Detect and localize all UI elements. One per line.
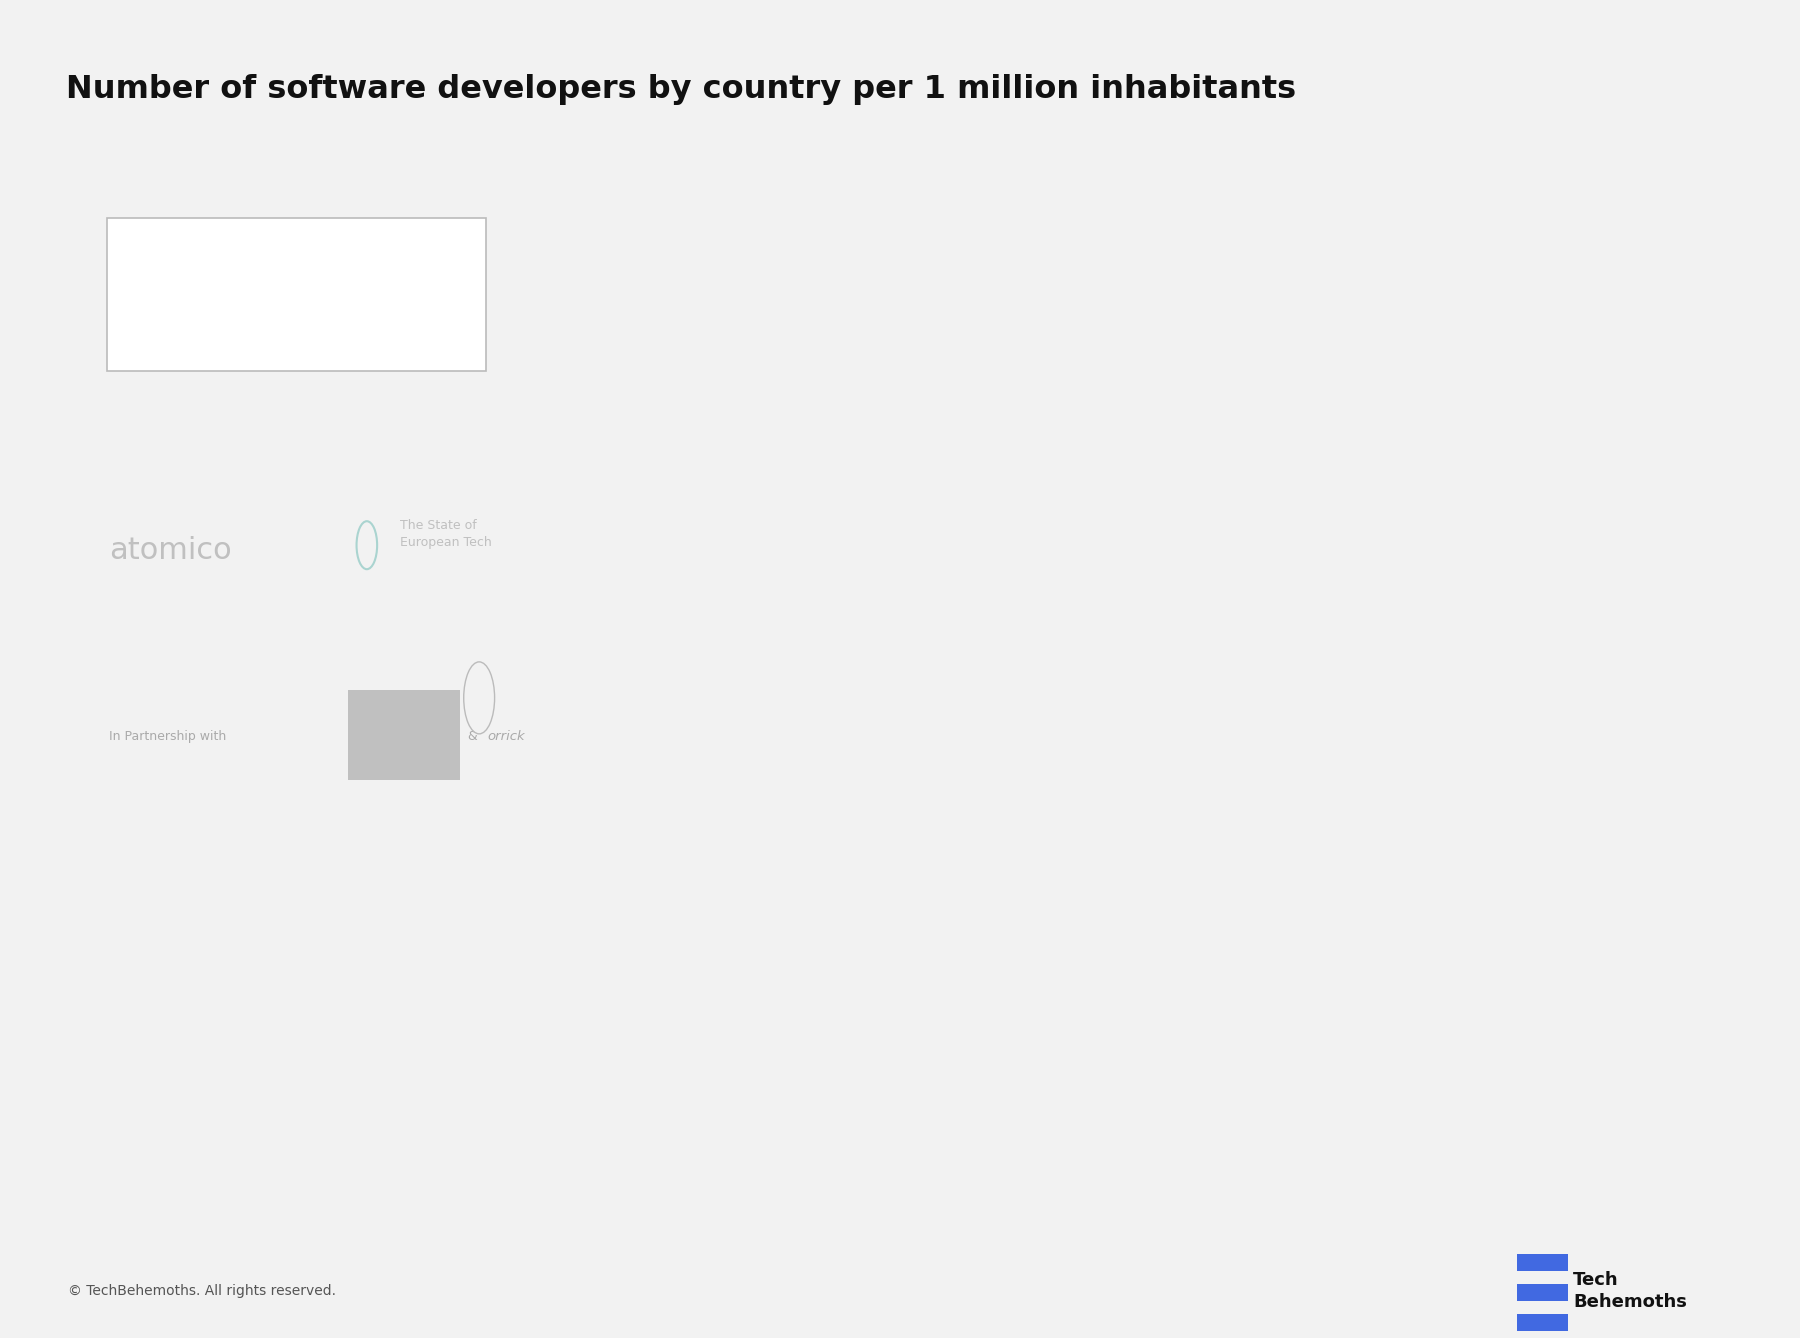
FancyBboxPatch shape — [108, 218, 486, 371]
Text: In Partnership with: In Partnership with — [110, 729, 227, 743]
Text: SLUSH: SLUSH — [382, 728, 427, 741]
Text: atomico: atomico — [110, 537, 232, 565]
FancyBboxPatch shape — [347, 690, 461, 780]
Text: The State of
European Tech: The State of European Tech — [400, 519, 491, 550]
Text: Source:: Source: — [151, 285, 232, 304]
Text: orrick: orrick — [488, 729, 526, 743]
Bar — [1517, 1254, 1568, 1271]
Text: Number of software developers by country per 1 million inhabitants: Number of software developers by country… — [67, 74, 1296, 104]
Bar — [1517, 1283, 1568, 1301]
Bar — [1517, 1314, 1568, 1330]
Text: &: & — [468, 729, 477, 743]
Text: Tech
Behemoths: Tech Behemoths — [1573, 1271, 1687, 1311]
Text: talentUp.io: talentUp.io — [315, 285, 434, 304]
Text: © TechBehemoths. All rights reserved.: © TechBehemoths. All rights reserved. — [68, 1284, 337, 1298]
